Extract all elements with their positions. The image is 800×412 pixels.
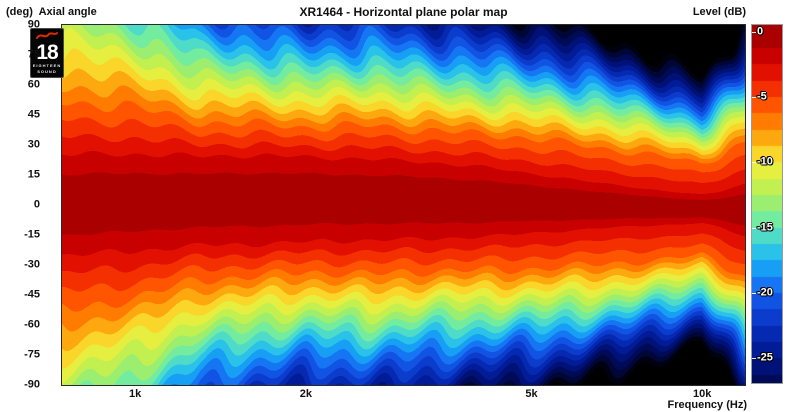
y-axis-name: Axial angle	[38, 6, 97, 18]
logo-brand-line1: EIGHTEEN	[32, 63, 62, 69]
x-tick-5k: 5k	[525, 388, 538, 400]
colorbar-tick--10: -10	[757, 155, 773, 168]
colorbar-tick--20: -20	[757, 286, 773, 299]
y-tick-60: 60	[27, 78, 40, 91]
y-tick-45: 45	[27, 108, 40, 121]
y-tick-15: 15	[27, 168, 40, 181]
colorbar-tick--15: -15	[757, 221, 773, 234]
colorbar-tickmark	[752, 162, 756, 164]
colorbar-tickmark	[752, 358, 756, 360]
colorbar-tickmark	[752, 96, 756, 98]
y-axis-unit: (deg)	[6, 6, 33, 18]
logo-number: 18	[36, 41, 58, 65]
logo-flame-icon	[36, 32, 58, 40]
y-axis-header: (deg) Axial angle	[6, 6, 97, 18]
y-tick--45: -45	[24, 288, 40, 301]
colorbar-tick--25: -25	[757, 351, 773, 364]
y-tick-0: 0	[33, 198, 40, 211]
y-tick-90: 90	[27, 18, 40, 31]
page-title: XR1464 - Horizontal plane polar map	[299, 5, 508, 19]
y-tick-75: 75	[27, 48, 40, 61]
polar-map-plot-area	[61, 24, 746, 386]
polar-map-canvas	[62, 25, 745, 385]
brand-logo: 18 EIGHTEEN SOUND	[30, 28, 64, 78]
y-tick-30: 30	[27, 138, 40, 151]
colorbar	[751, 24, 783, 384]
y-tick--60: -60	[24, 318, 40, 331]
colorbar-tick--5: -5	[757, 90, 767, 103]
x-tick-2k: 2k	[299, 388, 312, 400]
y-tick--30: -30	[24, 258, 40, 271]
colorbar-header: Level (dB)	[692, 6, 746, 18]
y-tick--15: -15	[24, 228, 40, 241]
logo-brand-line2: SOUND	[37, 69, 57, 74]
x-axis-title: Frequency (Hz)	[667, 399, 747, 411]
colorbar-canvas	[752, 25, 782, 383]
y-tick--75: -75	[24, 348, 40, 361]
colorbar-tick-0: 0	[757, 25, 764, 38]
x-tick-10k: 10k	[692, 388, 712, 400]
y-tick--90: -90	[24, 378, 40, 391]
colorbar-tickmark	[752, 227, 756, 229]
x-tick-1k: 1k	[129, 388, 142, 400]
colorbar-tickmark	[752, 31, 756, 33]
colorbar-tickmark	[752, 292, 756, 294]
